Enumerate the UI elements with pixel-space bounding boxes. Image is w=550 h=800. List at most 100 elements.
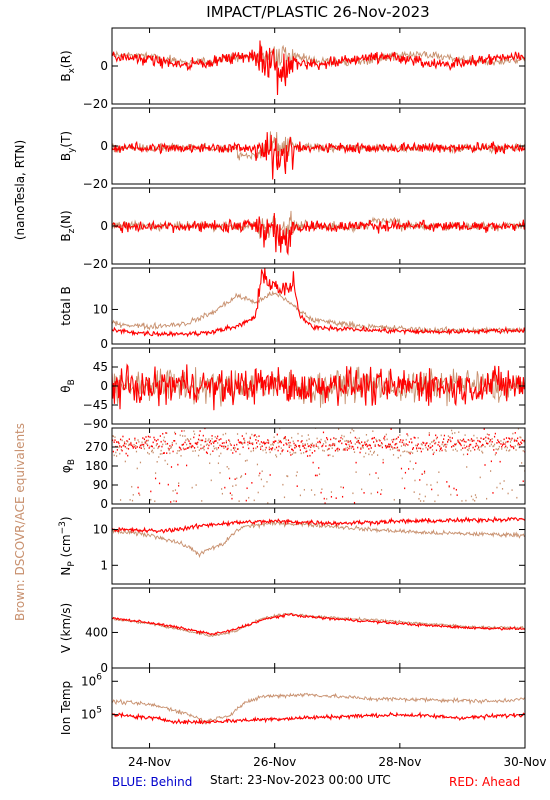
data-point: [271, 447, 274, 449]
y-tick-label: 0: [100, 139, 108, 153]
data-point: [427, 449, 429, 451]
data-point: [314, 450, 316, 452]
data-point: [176, 452, 178, 455]
data-point: [463, 444, 465, 447]
data-point: [517, 442, 520, 445]
data-point: [380, 493, 382, 495]
data-point: [313, 446, 315, 448]
data-point: [423, 442, 425, 444]
data-point: [380, 489, 383, 491]
data-point: [466, 445, 468, 448]
data-point: [489, 445, 491, 447]
data-point: [146, 443, 148, 445]
data-point: [457, 440, 459, 443]
data-point: [495, 452, 497, 454]
data-point: [451, 432, 453, 435]
data-point: [402, 439, 404, 442]
y-tick-label: −90: [83, 417, 108, 431]
data-point: [118, 446, 120, 449]
data-point: [409, 452, 411, 455]
data-point: [344, 440, 346, 442]
data-point: [126, 440, 128, 442]
data-point: [274, 440, 276, 443]
data-point: [450, 446, 453, 448]
data-point: [507, 440, 509, 443]
data-point: [305, 450, 307, 453]
data-point: [369, 450, 372, 453]
data-point: [256, 442, 258, 444]
data-point: [221, 442, 224, 445]
data-point: [367, 444, 369, 447]
data-point: [275, 446, 278, 449]
data-point: [488, 438, 490, 440]
data-point: [175, 442, 177, 445]
data-point: [517, 443, 519, 446]
y-tick-label: 10: [93, 523, 108, 537]
data-point: [193, 433, 196, 435]
data-point: [288, 446, 290, 449]
data-point: [248, 447, 250, 450]
y-tick-label: −45: [83, 398, 108, 412]
data-point: [394, 443, 396, 446]
data-point: [322, 449, 324, 452]
data-point: [404, 444, 407, 447]
x-tick-label: 24-Nov: [128, 755, 171, 769]
data-point: [510, 439, 512, 441]
data-point: [337, 447, 339, 450]
data-point: [441, 443, 443, 446]
data-point: [112, 435, 114, 437]
y-tick-label: 0: [100, 661, 108, 675]
data-point: [307, 434, 309, 436]
panel-phi: 0 90 180 270 φB: [59, 427, 526, 511]
data-point: [407, 444, 409, 446]
data-line: [112, 40, 525, 96]
data-point: [112, 450, 114, 453]
data-point: [404, 487, 406, 490]
data-point: [132, 494, 134, 496]
data-point: [370, 492, 372, 495]
data-point: [390, 428, 392, 430]
data-point: [379, 439, 381, 442]
data-point: [283, 496, 286, 499]
data-point: [295, 451, 297, 454]
data-point: [154, 472, 157, 474]
data-point: [206, 443, 208, 446]
data-point: [302, 445, 304, 447]
data-point: [300, 452, 302, 455]
data-point: [360, 447, 362, 449]
data-point: [122, 435, 124, 438]
data-point: [289, 441, 291, 444]
data-point: [522, 450, 524, 452]
data-point: [422, 448, 424, 450]
footer-ahead-label: RED: Ahead: [449, 775, 520, 789]
data-point: [368, 453, 370, 456]
data-point: [168, 449, 170, 452]
data-point: [197, 438, 200, 441]
data-point: [399, 434, 401, 436]
data-point: [159, 453, 161, 455]
data-point: [199, 439, 201, 442]
data-point: [213, 440, 216, 443]
data-point: [204, 428, 206, 430]
data-point: [215, 447, 217, 449]
data-point: [330, 491, 333, 493]
data-point: [147, 451, 149, 454]
data-point: [330, 438, 332, 441]
data-point: [514, 432, 516, 434]
data-point: [373, 452, 375, 454]
data-point: [147, 439, 150, 442]
data-point: [349, 440, 351, 443]
data-point: [354, 436, 356, 439]
data-point: [154, 438, 156, 441]
data-point: [279, 440, 282, 442]
data-point: [511, 489, 513, 491]
data-point: [384, 439, 386, 441]
data-point: [482, 443, 484, 446]
data-point: [326, 438, 329, 441]
data-point: [484, 445, 486, 448]
data-point: [323, 497, 325, 500]
data-point: [455, 488, 457, 491]
data-point: [377, 477, 379, 479]
data-point: [258, 435, 260, 437]
data-point: [220, 452, 222, 455]
